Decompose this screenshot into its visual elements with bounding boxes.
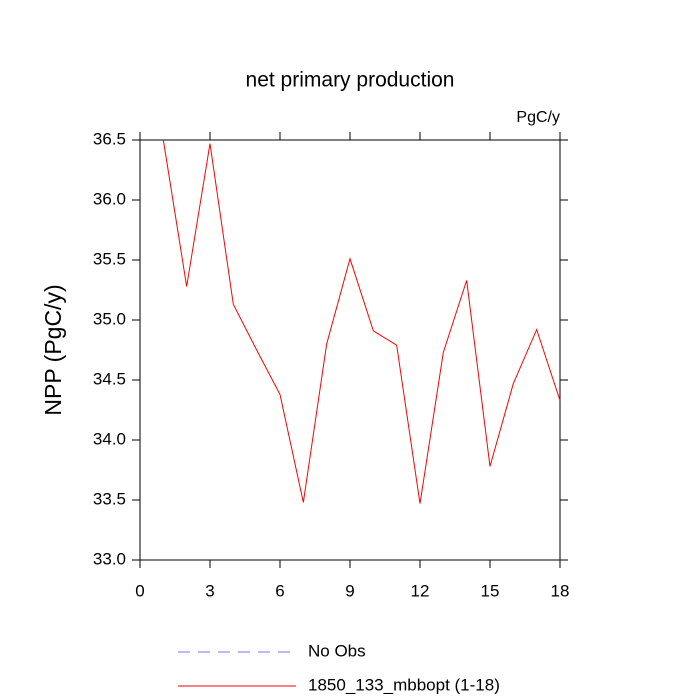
y-tick-label: 35.0: [93, 309, 126, 328]
data-line: [162, 139, 561, 504]
units-label: PgC/y: [516, 109, 560, 126]
y-tick-label: 34.5: [93, 369, 126, 388]
x-tick-label: 6: [275, 581, 284, 600]
y-tick-label: 33.5: [93, 489, 126, 508]
legend-label: No Obs: [308, 641, 366, 660]
x-tick-label: 0: [135, 581, 144, 600]
x-tick-label: 12: [411, 581, 430, 600]
x-tick-label: 18: [551, 581, 570, 600]
legend-label: 1850_133_mbbopt (1-18): [308, 675, 500, 694]
y-tick-label: 33.0: [93, 549, 126, 568]
x-tick-label: 15: [481, 581, 500, 600]
y-axis-label: NPP (PgC/y): [40, 284, 66, 415]
x-tick-label: 3: [205, 581, 214, 600]
x-tick-label: 9: [345, 581, 354, 600]
chart-title: net primary production: [246, 69, 455, 92]
plot-frame: [139, 139, 561, 561]
y-tick-label: 34.0: [93, 429, 126, 448]
y-tick-label: 36.0: [93, 189, 126, 208]
y-tick-label: 36.5: [93, 129, 126, 148]
y-tick-label: 35.5: [93, 249, 126, 268]
